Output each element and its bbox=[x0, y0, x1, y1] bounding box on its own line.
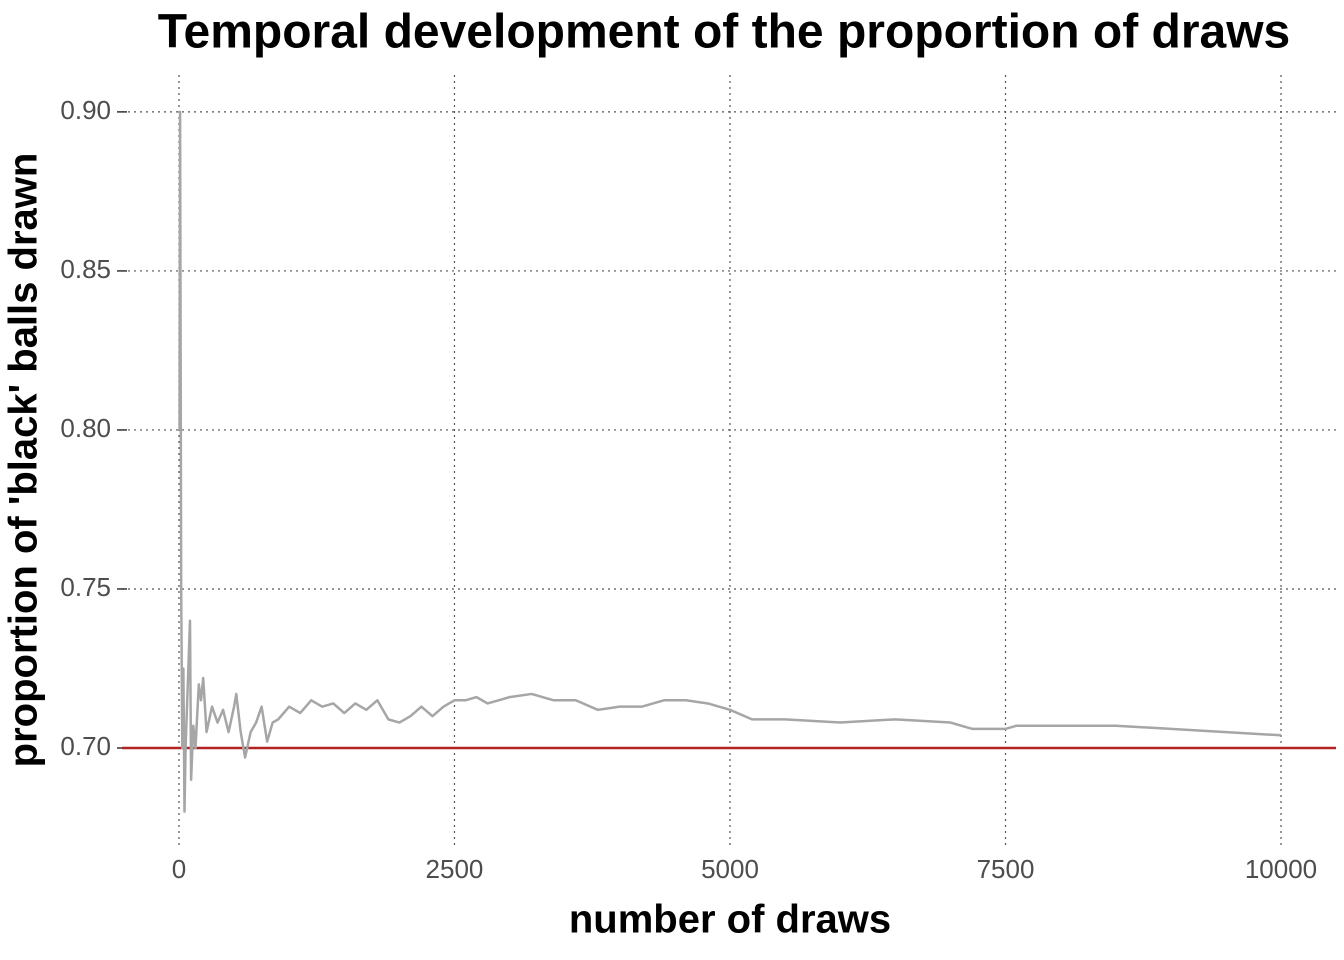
x-axis-label: number of draws bbox=[569, 898, 891, 942]
chart-title: Temporal development of the proportion o… bbox=[158, 6, 1291, 59]
x-tick-label: 0 bbox=[172, 854, 186, 884]
y-tick-label: 0.70 bbox=[60, 731, 111, 761]
y-tick-label: 0.75 bbox=[60, 572, 111, 602]
x-tick-label: 2500 bbox=[426, 854, 484, 884]
x-tick-label: 7500 bbox=[977, 854, 1035, 884]
y-tick-label: 0.90 bbox=[60, 95, 111, 125]
x-tick-label: 10000 bbox=[1245, 854, 1317, 884]
y-axis-label: proportion of 'black' balls drawn bbox=[2, 153, 46, 768]
y-tick-label: 0.85 bbox=[60, 254, 111, 284]
data-line bbox=[178, 110, 1282, 813]
y-tick-label: 0.80 bbox=[60, 413, 111, 443]
x-tick-label: 5000 bbox=[701, 854, 759, 884]
